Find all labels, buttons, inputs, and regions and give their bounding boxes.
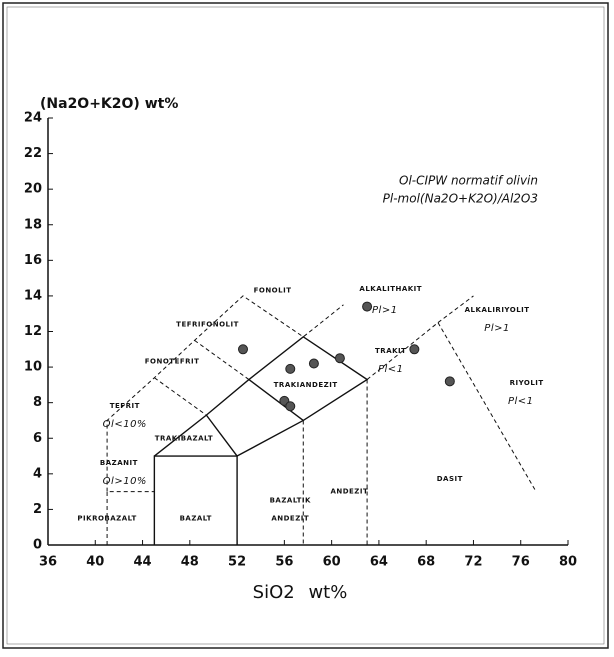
field-label: TRAKIBAZALT — [155, 434, 213, 442]
x-tick-label: 80 — [559, 555, 577, 570]
y-axis-label: (Na2O+K2O) wt% — [40, 96, 178, 112]
field-label: TRAKIT — [375, 347, 406, 355]
field-label: Pl>1 — [372, 305, 398, 316]
field-boundary — [248, 378, 304, 422]
field-label: ALKALIRIYOLIT — [465, 306, 530, 314]
field-label: BAZANIT — [100, 459, 138, 467]
field-label: TEFRIFONOLIT — [176, 320, 239, 328]
field-boundary — [154, 377, 207, 416]
frame-inner — [6, 6, 605, 645]
field-label: RIYOLIT — [510, 379, 544, 387]
field-label: FONOTEFRIT — [145, 358, 200, 366]
note: Ol-CIPW normatif olivin — [399, 174, 538, 188]
x-tick-label: 36 — [39, 555, 57, 570]
y-tick-label: 2 — [33, 502, 42, 517]
y-tick-label: 24 — [24, 111, 42, 126]
data-point — [362, 301, 373, 312]
data-point — [308, 358, 319, 369]
field-boundary — [437, 322, 537, 492]
x-tick-label: 64 — [370, 555, 388, 570]
data-point — [285, 401, 296, 412]
y-tick-label: 14 — [24, 288, 42, 303]
data-point — [444, 376, 455, 387]
y-tick-label: 10 — [24, 360, 42, 375]
x-tick-label: 60 — [323, 555, 341, 570]
x-tick-label: 40 — [86, 555, 104, 570]
y-tick-label: 0 — [33, 538, 42, 553]
field-boundary — [153, 455, 238, 545]
field-label: ANDEZIT — [330, 488, 368, 496]
y-tick-label: 4 — [33, 466, 42, 481]
y-tick-label: 16 — [24, 253, 42, 268]
field-label: Pl<1 — [508, 396, 534, 407]
field-label: TRAKIANDEZIT — [274, 381, 338, 389]
y-tick-label: 6 — [33, 431, 42, 446]
field-label: Ol>10% — [103, 476, 147, 487]
field-label: ANDEZIT — [271, 514, 309, 522]
field-label: BAZALTIK — [270, 497, 311, 505]
field-label: DASIT — [437, 475, 463, 483]
x-tick-label: 76 — [512, 555, 530, 570]
y-tick-label: 12 — [24, 324, 42, 339]
x-tick-label: 52 — [228, 555, 246, 570]
field-label: FONOLIT — [254, 287, 292, 295]
x-tick-label: 68 — [417, 555, 435, 570]
x-tick-label: 48 — [181, 555, 199, 570]
field-label: Ol<10% — [103, 419, 147, 430]
field-label: TEFRIT — [110, 402, 140, 410]
field-label: Pl<1 — [378, 364, 404, 375]
data-point — [285, 363, 296, 374]
field-label: BAZALT — [180, 514, 212, 522]
data-point — [409, 344, 420, 355]
field-label: PIKROBAZALT — [77, 514, 136, 522]
x-tick-label: 72 — [464, 555, 482, 570]
field-label: ALKALITHAKIT — [359, 285, 422, 293]
data-point — [334, 353, 345, 364]
x-axis-label: SiO2 wt% — [253, 582, 348, 603]
frame — [2, 2, 609, 649]
field-boundary — [106, 491, 155, 545]
field-boundary — [366, 295, 474, 380]
x-tick-label: 44 — [133, 555, 151, 570]
field-label: Pl>1 — [484, 323, 510, 334]
data-point — [238, 344, 248, 355]
y-tick-label: 18 — [24, 217, 42, 232]
y-tick-label: 8 — [33, 395, 42, 410]
y-tick-label: 20 — [24, 182, 42, 197]
field-boundary — [205, 414, 238, 457]
x-tick-label: 56 — [275, 555, 293, 570]
y-tick-label: 22 — [24, 146, 42, 161]
note: Pl-mol(Na2O+K2O)/Al2O3 — [383, 192, 538, 206]
